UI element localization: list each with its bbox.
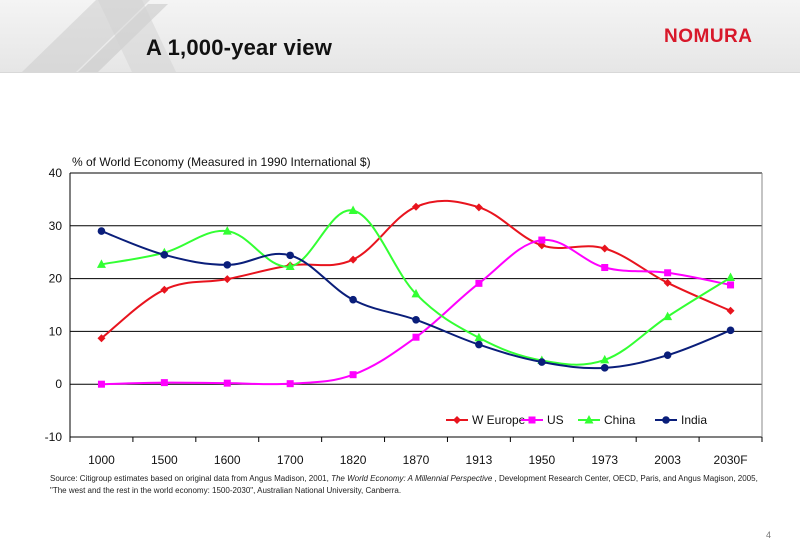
data-point-india <box>223 261 232 269</box>
data-point-china <box>285 261 295 270</box>
series-line-us <box>101 239 731 386</box>
data-point-w-europe <box>412 202 420 211</box>
data-point-us <box>601 264 609 272</box>
data-point-us <box>349 371 357 379</box>
y-tick-label: 10 <box>49 324 63 338</box>
y-tick-label: -10 <box>45 430 63 444</box>
chart-legend: W Europe US China India <box>446 413 707 427</box>
legend-marker-us <box>528 416 536 424</box>
data-point-w-europe <box>223 275 232 284</box>
x-tick-label: 1973 <box>591 453 618 467</box>
data-point-china <box>726 272 736 282</box>
data-point-us <box>223 379 231 387</box>
legend-label-w-europe: W Europe <box>472 413 526 427</box>
legend-marker-india <box>662 416 670 424</box>
data-point-india <box>286 251 294 260</box>
x-tick-label: 1913 <box>466 453 493 467</box>
nomura-logo: NOMURA <box>664 26 753 47</box>
data-point-w-europe <box>97 334 106 343</box>
series-line-china <box>101 209 732 366</box>
page-number: 4 <box>766 530 772 540</box>
source-text-1: Source: Citigroup estimates based on ori… <box>50 474 332 483</box>
data-point-us <box>412 333 420 341</box>
data-point-us <box>286 380 294 388</box>
y-tick-label: 20 <box>49 272 63 286</box>
x-tick-label: 1950 <box>528 453 555 467</box>
data-point-india <box>538 358 546 366</box>
data-point-china <box>348 205 358 214</box>
x-tick-label: 1600 <box>214 453 241 467</box>
source-text-2: , Development Research Center, OECD, Par… <box>50 474 758 495</box>
data-point-india <box>160 251 169 259</box>
x-tick-label: 2003 <box>654 453 681 467</box>
grid-lines <box>70 172 762 438</box>
data-point-india <box>412 315 420 324</box>
data-point-w-europe <box>474 203 483 212</box>
legend-marker-w-europe <box>453 416 461 424</box>
data-point-india <box>475 340 483 349</box>
legend-label-india: India <box>681 413 707 427</box>
data-point-india <box>97 227 106 235</box>
data-point-india <box>726 326 735 335</box>
data-point-w-europe <box>160 285 169 294</box>
source-note: Source: Citigroup estimates based on ori… <box>50 473 768 497</box>
y-tick-label: 30 <box>49 219 63 233</box>
x-tick-label: 1000 <box>88 453 115 467</box>
x-tick-label: 2030F <box>714 453 748 467</box>
data-point-india <box>600 364 609 372</box>
data-point-china <box>474 332 484 342</box>
data-point-w-europe <box>726 306 735 315</box>
data-point-us <box>538 236 546 244</box>
legend-label-us: US <box>547 413 564 427</box>
legend-label-china: China <box>604 413 636 427</box>
x-tick-label: 1870 <box>403 453 430 467</box>
data-point-china <box>411 288 421 298</box>
series-line-india <box>101 230 731 370</box>
x-tick-label: 1700 <box>277 453 304 467</box>
data-point-china <box>600 354 610 364</box>
x-tick-label: 1500 <box>151 453 178 467</box>
series-layer <box>96 199 736 388</box>
y-tick-label: 40 <box>49 166 63 180</box>
data-point-us <box>664 269 672 277</box>
data-point-w-europe <box>600 244 609 253</box>
x-tick-label: 1820 <box>340 453 367 467</box>
y-axis-label: % of World Economy (Measured in 1990 Int… <box>72 155 371 169</box>
legend-marker-china <box>584 415 594 424</box>
data-point-us <box>475 279 483 287</box>
data-point-us <box>97 380 105 388</box>
data-point-china <box>663 311 673 321</box>
data-point-india <box>663 351 672 359</box>
data-point-w-europe <box>349 255 358 264</box>
chart-axes: -10 0 10 20 30 40 1000 1500 1600 1700 1820 1870 1913… <box>45 166 763 467</box>
data-point-w-europe <box>663 278 672 287</box>
y-tick-label: 0 <box>55 377 62 391</box>
source-book-title: The World Economy: A Millennial Perspect… <box>331 474 493 483</box>
data-point-china <box>222 226 232 235</box>
data-point-india <box>349 295 357 304</box>
data-point-us <box>160 379 168 387</box>
slide-title: A 1,000-year view <box>146 35 333 60</box>
data-point-us <box>727 281 735 289</box>
data-point-china <box>96 259 106 268</box>
